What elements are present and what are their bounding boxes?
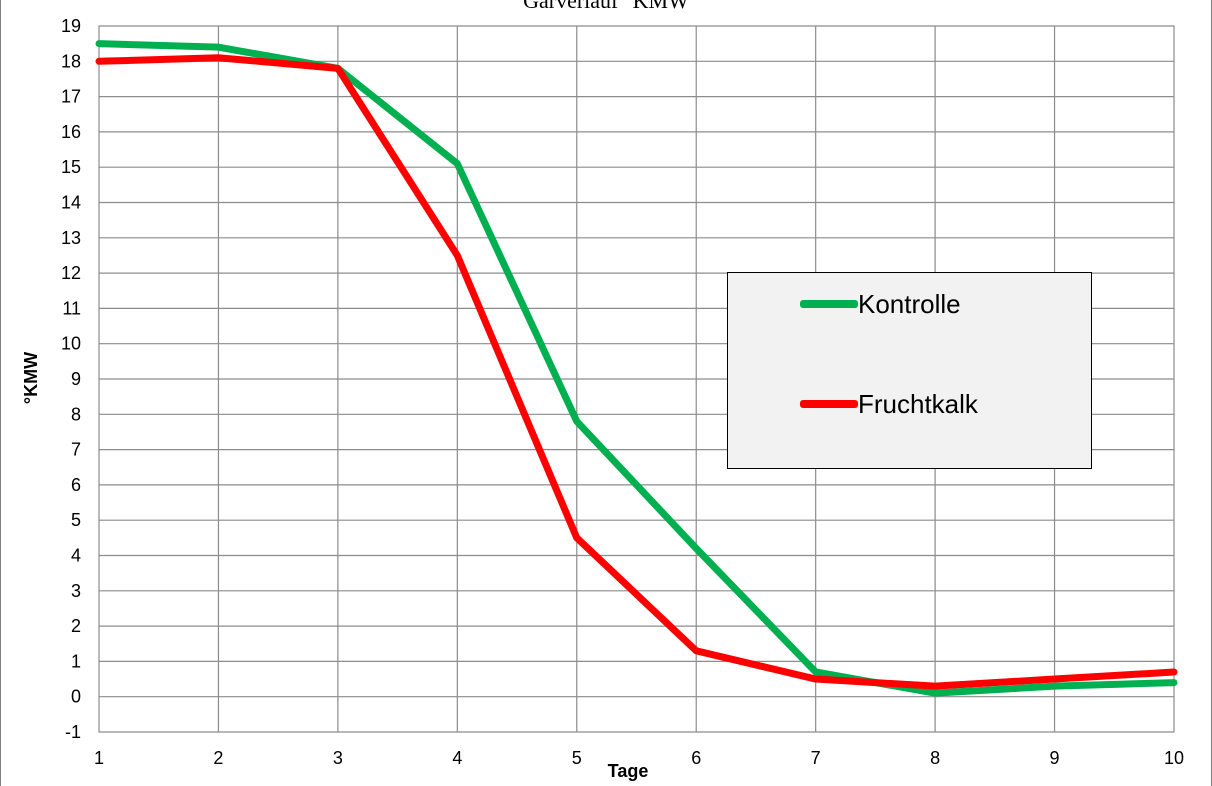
y-tick-label: 0 [71, 687, 81, 707]
y-tick-label: 19 [61, 16, 81, 36]
y-tick-label: 6 [71, 475, 81, 495]
x-tick-label: 6 [691, 748, 701, 768]
legend-label-fruchtkalk: Fruchtkalk [858, 388, 978, 419]
y-tick-label: 16 [61, 122, 81, 142]
legend-item-kontrolle: Kontrolle [800, 284, 961, 324]
x-tick-label: 9 [1050, 748, 1060, 768]
y-tick-label: 2 [71, 616, 81, 636]
x-tick-label: 1 [94, 748, 104, 768]
x-axis-title: Tage [608, 761, 649, 781]
legend-swatch-kontrolle [800, 300, 858, 308]
y-tick-label: 12 [61, 263, 81, 283]
y-tick-label: 15 [61, 157, 81, 177]
y-tick-label: 10 [61, 334, 81, 354]
y-tick-label: 4 [71, 546, 81, 566]
x-tick-label: 4 [452, 748, 462, 768]
legend-swatch-fruchtkalk [800, 400, 858, 408]
y-tick-label: 14 [61, 193, 81, 213]
series-layer [95, 40, 1178, 697]
legend-label-kontrolle: Kontrolle [858, 288, 961, 319]
y-tick-label: 11 [62, 298, 81, 318]
y-tick-label: 7 [71, 440, 81, 460]
y-tick-label: 17 [61, 87, 81, 107]
y-tick-label: 9 [71, 369, 81, 389]
y-tick-label: -1 [65, 722, 81, 742]
x-tick-label: 2 [213, 748, 223, 768]
y-tick-label: 8 [71, 404, 81, 424]
x-tick-label: 7 [811, 748, 821, 768]
legend-item-fruchtkalk: Fruchtkalk [800, 384, 978, 424]
y-tick-label: 3 [71, 581, 81, 601]
series-line-fruchtkalk [95, 54, 1178, 690]
legend: Kontrolle Fruchtkalk [727, 272, 1092, 469]
series-line-kontrolle [95, 40, 1178, 697]
y-tick-label: 1 [71, 651, 81, 671]
y-tick-label: 5 [71, 510, 81, 530]
y-axis-title: °KMW [21, 352, 41, 404]
x-tick-label: 8 [930, 748, 940, 768]
x-tick-label: 3 [333, 748, 343, 768]
y-tick-label: 18 [61, 51, 81, 71]
x-tick-label: 10 [1164, 748, 1184, 768]
y-tick-label: 13 [61, 228, 81, 248]
chart-title: Gärverlauf °KMW [523, 0, 689, 13]
x-tick-label: 5 [572, 748, 582, 768]
